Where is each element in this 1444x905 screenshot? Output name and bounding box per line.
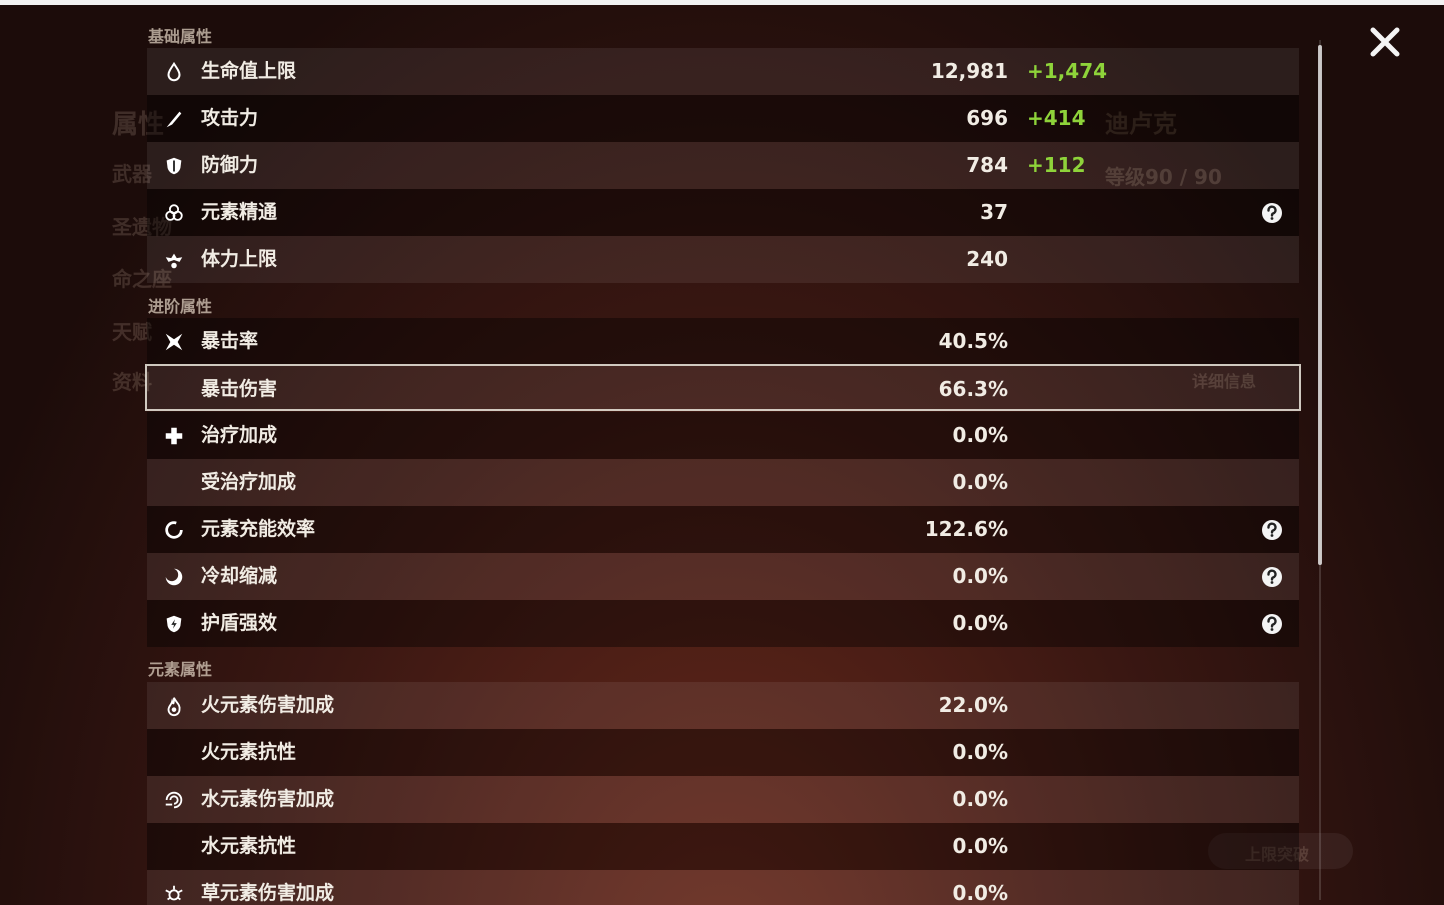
stat-value: 40.5% [938,329,1008,353]
help-button[interactable] [1261,519,1283,541]
stat-icon [165,253,183,269]
stat-name: 体力上限 [201,248,278,270]
stat-bonus: +414 [1027,106,1086,130]
stat-row[interactable]: 生命值上限 12,981 +1,474 [147,48,1299,95]
stat-value: 122.6% [924,517,1008,541]
stat-name: 元素充能效率 [201,518,316,540]
stat-row[interactable]: 元素充能效率 122.6% [147,506,1299,553]
stat-row[interactable]: 水元素伤害加成 0.0% [147,776,1299,823]
stat-name: 治疗加成 [201,424,278,446]
stat-icon [165,521,183,539]
stat-row[interactable]: 水元素抗性 0.0% [147,823,1299,870]
stat-row[interactable]: 体力上限 240 [147,236,1299,283]
stat-icon [165,568,183,586]
stat-value: 0.0% [952,787,1008,811]
stat-name: 草元素伤害加成 [201,882,335,904]
stat-name: 防御力 [201,154,259,176]
stat-bonus: +112 [1027,153,1086,177]
help-button[interactable] [1261,566,1283,588]
stat-icon [167,61,181,82]
stat-value: 696 [966,106,1008,130]
stat-row[interactable]: 护盾强效 0.0% [147,600,1299,647]
stat-name: 护盾强效 [201,612,278,634]
stat-name: 生命值上限 [201,60,297,82]
stat-row[interactable]: 攻击力 696 +414 [147,95,1299,142]
stat-value: 240 [966,247,1008,271]
stat-icon [165,427,183,445]
ascend-button[interactable] [1208,833,1353,869]
details-link: 详细信息 [1192,372,1257,391]
close-button[interactable] [1368,25,1402,59]
menu-item: 武器 [112,162,152,186]
stat-bonus: +1,474 [1027,59,1108,83]
stat-value: 0.0% [952,834,1008,858]
stat-row[interactable]: 火元素抗性 0.0% [147,729,1299,776]
stat-value: 0.0% [952,423,1008,447]
stat-value: 0.0% [952,881,1008,905]
stat-row[interactable]: 草元素伤害加成 0.0% [147,870,1299,905]
stat-icon [165,333,183,351]
stat-name: 水元素伤害加成 [201,788,335,810]
stat-row[interactable]: 防御力 784 +112 [147,142,1299,189]
menu-item: 圣遗物 [112,215,172,239]
menu-item: 命之座 [112,267,172,291]
character-name: 迪卢克 [1105,110,1177,138]
stat-row[interactable]: 暴击伤害 66.3% [145,364,1301,411]
stat-icon [165,885,183,901]
stat-name: 火元素伤害加成 [201,694,335,716]
stat-value: 22.0% [938,693,1008,717]
stat-icon [166,615,182,633]
menu-item: 天赋 [112,320,152,344]
stat-row[interactable]: 治疗加成 0.0% [147,412,1299,459]
stat-name: 暴击率 [201,330,259,352]
stat-icon [166,157,182,175]
stat-value: 12,981 [930,59,1008,83]
stat-icon [165,791,183,809]
stat-value: 66.3% [938,377,1008,401]
stat-value: 37 [980,200,1008,224]
top-bar [0,0,1444,5]
stat-value: 0.0% [952,470,1008,494]
stat-row[interactable]: 暴击率 40.5% [147,318,1299,365]
stat-value: 784 [966,153,1008,177]
scrollbar[interactable] [1318,45,1322,565]
stat-row[interactable]: 受治疗加成 0.0% [147,459,1299,506]
stat-value: 0.0% [952,611,1008,635]
stat-value: 0.0% [952,564,1008,588]
stat-name: 元素精通 [201,201,278,223]
help-button[interactable] [1261,202,1283,224]
menu-item: 属性 [112,110,165,140]
stat-value: 0.0% [952,740,1008,764]
stat-name: 冷却缩减 [201,565,278,587]
stat-name: 水元素抗性 [201,835,297,857]
ascend-label: 上限突破 [1245,845,1310,864]
help-button[interactable] [1261,613,1283,635]
section-title: 基础属性 [148,27,213,46]
stat-icon [166,111,182,128]
stat-name: 受治疗加成 [201,471,297,493]
stat-row[interactable]: 火元素伤害加成 22.0% [147,682,1299,729]
stat-icon [167,697,181,716]
character-level: 等级90 / 90 [1105,165,1222,189]
stat-name: 攻击力 [201,107,259,129]
stat-row[interactable]: 冷却缩减 0.0% [147,553,1299,600]
stat-icon [165,204,183,221]
section-title: 进阶属性 [148,297,213,316]
stat-name: 暴击伤害 [201,378,278,400]
section-title: 元素属性 [148,660,213,679]
stat-name: 火元素抗性 [201,741,297,763]
stat-row[interactable]: 元素精通 37 [147,189,1299,236]
